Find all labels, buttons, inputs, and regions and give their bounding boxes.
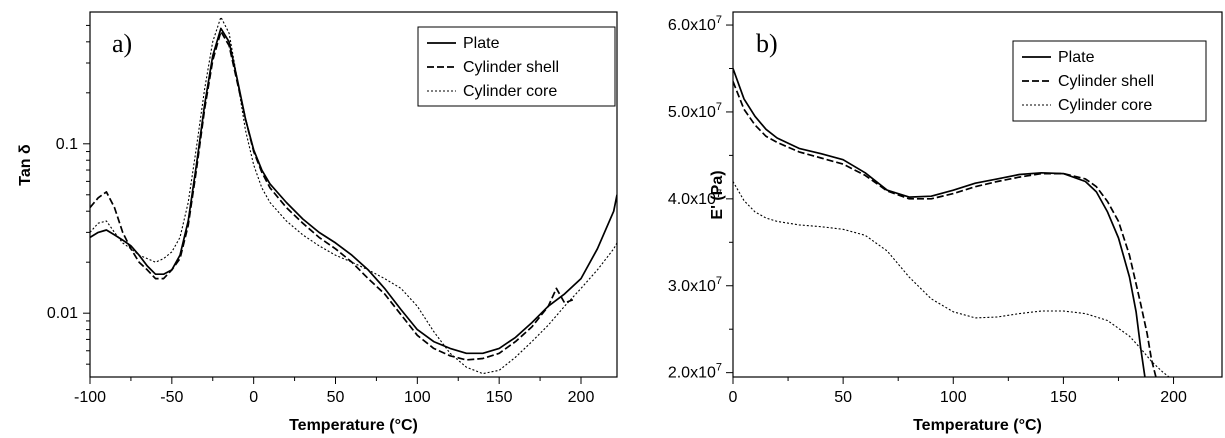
series-line-cylinder-core [90, 16, 617, 375]
x-tick-label: 200 [1160, 389, 1187, 406]
x-tick-label: 0 [249, 389, 258, 406]
x-tick-label: 100 [404, 389, 431, 406]
x-axis-title: Temperature (°C) [289, 417, 418, 434]
series-line-plate [733, 68, 1146, 377]
x-tick-label: 0 [729, 389, 738, 406]
legend-entry: Plate [463, 35, 500, 52]
panel-a-tan-delta: -100 -50 0 50 100 150 200 0.01 0.1 Temperature (°… [17, 11, 618, 434]
y-tick-label: 6.0x107 [668, 14, 722, 34]
series-line-cylinder-shell [733, 81, 1157, 377]
legend: Plate Cylinder shell Cylinder core [1012, 40, 1207, 122]
legend: Plate Cylinder shell Cylinder core [417, 26, 616, 107]
x-tick-label: -50 [160, 389, 183, 406]
series-line-cylinder-shell [90, 30, 574, 361]
y-axis-title: E' (Pa) [709, 170, 726, 219]
legend-entry: Cylinder shell [1058, 73, 1154, 90]
x-tick-label: 150 [1050, 389, 1077, 406]
plot-frame [732, 11, 1223, 378]
legend-entry: Plate [1058, 49, 1095, 66]
x-tick-label: 50 [327, 389, 345, 406]
legend-entry: Cylinder core [463, 83, 557, 100]
y-tick-label: 0.01 [47, 305, 78, 322]
x-tick-label: 100 [940, 389, 967, 406]
x-tick-label: 150 [486, 389, 513, 406]
y-axis-title: Tan δ [17, 144, 34, 186]
legend-entry: Cylinder core [1058, 97, 1152, 114]
y-tick-label: 2.0x107 [668, 362, 722, 382]
x-tick-label: -100 [74, 389, 106, 406]
panel-label: a) [112, 29, 132, 58]
panel-label: b) [756, 29, 778, 58]
y-tick-label: 5.0x107 [668, 101, 722, 121]
series-line-cylinder-core [733, 181, 1170, 377]
panel-b-storage-modulus: 0 50 100 150 200 2.0x107 3.0x107 4.0x107 5.0x107… [668, 11, 1223, 434]
series-line-plate [90, 27, 617, 355]
y-tick-label: 0.1 [56, 136, 78, 153]
legend-entry: Cylinder shell [463, 59, 559, 76]
x-tick-label: 50 [834, 389, 852, 406]
y-tick-label: 3.0x107 [668, 275, 722, 295]
y-tick-label: 4.0x107 [668, 188, 722, 208]
x-axis-title: Temperature (°C) [913, 417, 1042, 434]
x-tick-label: 200 [568, 389, 595, 406]
